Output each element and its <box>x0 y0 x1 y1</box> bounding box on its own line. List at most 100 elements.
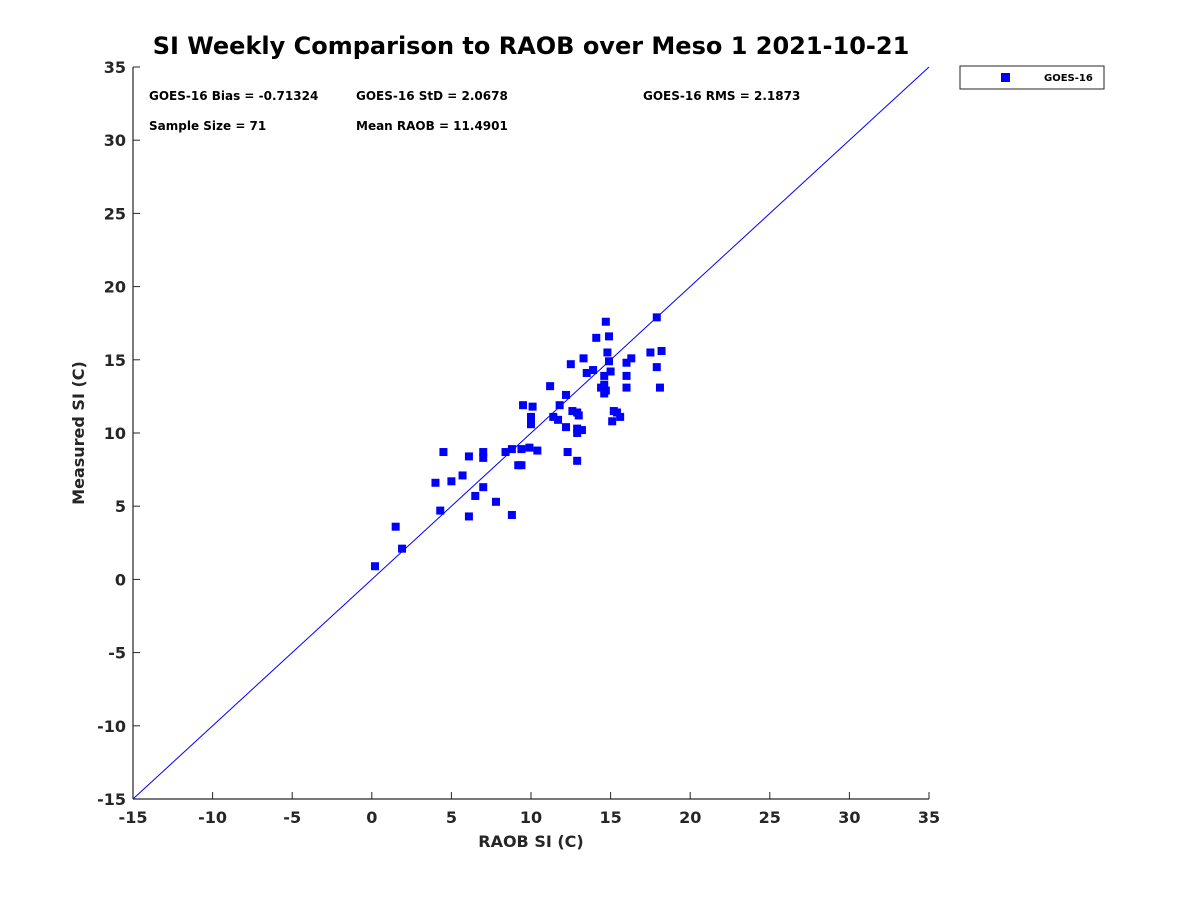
y-axis-label: Measured SI (C) <box>69 361 88 505</box>
data-point <box>566 360 575 369</box>
data-point <box>616 412 625 421</box>
data-point <box>464 512 473 521</box>
chart-title: SI Weekly Comparison to RAOB over Meso 1… <box>153 32 910 60</box>
x-tick-label: -10 <box>198 808 227 827</box>
x-tick-label: 30 <box>838 808 860 827</box>
data-point <box>525 443 534 452</box>
y-tick-label: 10 <box>104 424 126 443</box>
data-point <box>601 386 610 395</box>
one-to-one-reference-line <box>132 66 930 800</box>
x-tick-label: -5 <box>283 808 301 827</box>
data-point <box>464 452 473 461</box>
y-tick-label: 5 <box>115 497 126 516</box>
y-tick-label: 20 <box>104 278 126 297</box>
data-point <box>391 522 400 531</box>
data-point <box>574 411 583 420</box>
stat-std: GOES-16 StD = 2.0678 <box>356 89 508 103</box>
x-tick-label: 20 <box>679 808 701 827</box>
stat-mean-raob: Mean RAOB = 11.4901 <box>356 119 508 133</box>
data-point <box>652 363 661 372</box>
data-point <box>622 358 631 367</box>
stat-rms: GOES-16 RMS = 2.1873 <box>643 89 800 103</box>
y-tick-label: -5 <box>108 644 126 663</box>
legend-marker-goes16 <box>1001 73 1010 82</box>
x-tick-label: 0 <box>366 808 377 827</box>
x-ticks: -15 -10 -5 0 5 10 15 20 25 30 35 <box>119 792 940 827</box>
y-tick-label: -15 <box>97 790 126 809</box>
data-point <box>398 544 407 553</box>
data-point <box>603 348 612 357</box>
y-tick-label: -10 <box>97 717 126 736</box>
data-point <box>491 497 500 506</box>
data-point <box>528 402 537 411</box>
data-point <box>582 368 591 377</box>
data-point <box>563 448 572 457</box>
data-point <box>655 383 664 392</box>
data-point <box>627 354 636 363</box>
y-ticks: -15 -10 -5 0 5 10 15 20 25 30 35 <box>97 58 140 809</box>
data-point <box>436 506 445 515</box>
data-point <box>527 420 535 429</box>
stat-sample-size: Sample Size = 71 <box>149 119 266 133</box>
y-tick-label: 30 <box>104 131 126 150</box>
data-point <box>600 371 609 380</box>
x-tick-label: 5 <box>446 808 457 827</box>
data-point <box>549 412 558 421</box>
data-point <box>479 453 488 462</box>
data-point <box>600 380 609 389</box>
data-point <box>517 445 526 454</box>
data-point <box>447 477 456 486</box>
data-point <box>608 417 617 426</box>
data-point <box>646 348 655 357</box>
data-point <box>431 478 440 487</box>
x-tick-label: -15 <box>119 808 148 827</box>
data-point <box>527 412 535 421</box>
data-point <box>501 448 510 457</box>
data-point <box>519 401 528 410</box>
data-points <box>370 313 666 571</box>
data-point <box>612 408 621 417</box>
data-point <box>507 510 516 519</box>
data-point <box>573 424 582 433</box>
stat-bias: GOES-16 Bias = -0.71324 <box>149 89 318 103</box>
data-point <box>622 383 631 392</box>
y-tick-label: 35 <box>104 58 126 77</box>
data-point <box>592 333 601 342</box>
data-point <box>605 357 614 366</box>
data-point <box>562 423 571 432</box>
data-point <box>439 448 448 457</box>
data-point <box>562 390 571 399</box>
data-point <box>479 483 488 492</box>
x-tick-label: 35 <box>918 808 940 827</box>
data-point <box>579 354 588 363</box>
data-point <box>577 426 586 435</box>
x-axis-label: RAOB SI (C) <box>478 832 583 851</box>
x-tick-label: 25 <box>759 808 781 827</box>
y-tick-label: 25 <box>104 204 126 223</box>
data-point <box>533 446 542 455</box>
legend-box <box>959 65 1105 90</box>
x-tick-label: 10 <box>520 808 542 827</box>
data-point <box>589 366 598 375</box>
data-point <box>458 471 467 480</box>
data-point <box>573 456 582 465</box>
data-point <box>517 461 526 470</box>
x-tick-label: 15 <box>599 808 621 827</box>
legend: GOES-16 <box>959 65 1105 90</box>
data-point <box>555 401 564 410</box>
data-point <box>507 445 516 454</box>
data-point <box>605 332 614 341</box>
legend-label-goes16: GOES-16 <box>1044 73 1093 84</box>
data-point <box>568 407 577 416</box>
data-point <box>622 371 631 380</box>
y-tick-label: 0 <box>115 570 126 589</box>
data-point <box>370 562 379 571</box>
data-point <box>471 491 480 500</box>
data-point <box>606 367 615 376</box>
data-point <box>554 415 563 424</box>
stats-annotations: GOES-16 Bias = -0.71324 GOES-16 StD = 2.… <box>149 89 800 133</box>
data-point <box>657 347 666 356</box>
y-tick-label: 15 <box>104 351 126 370</box>
